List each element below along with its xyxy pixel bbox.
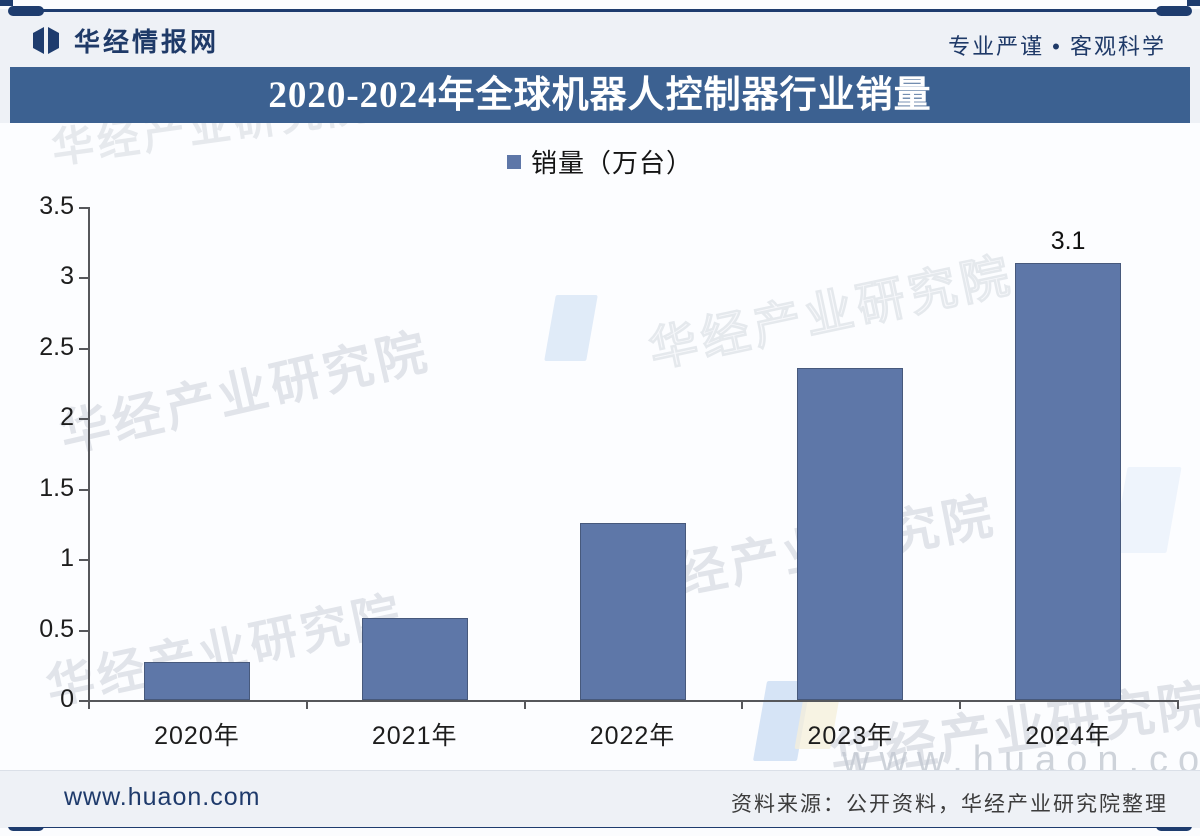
x-tick: [1177, 700, 1179, 709]
slogan: 专业严谨 • 客观科学: [948, 34, 1166, 59]
bottom-margin: [0, 828, 1200, 836]
bar-2022年: [579, 522, 686, 700]
chart-area: 华经产业研究院 华经产业研究院 华经产业研究院 华经产业研究院 华经产业研究院 …: [0, 123, 1200, 770]
top-right-cap: [1156, 6, 1192, 16]
header: 华经情报网 专业严谨 • 客观科学: [0, 13, 1200, 67]
footer: www.huaon.com 资料来源：公开资料，华经产业研究院整理: [0, 770, 1200, 827]
y-axis: [88, 207, 90, 702]
bar-2024年: [1015, 263, 1122, 700]
x-tick-label: 2022年: [589, 722, 676, 750]
brand: 华经情报网: [30, 22, 219, 59]
y-tick: [79, 629, 88, 632]
y-tick-label: 0.5: [39, 614, 74, 643]
x-tick-label: 2020年: [154, 722, 240, 750]
bar-value-label: 3.1: [1050, 227, 1086, 256]
top-right-corner-mark: [1187, 0, 1200, 6]
top-left-cap: [8, 6, 44, 16]
x-axis: [88, 700, 1177, 702]
brand-name: 华经情报网: [74, 26, 220, 57]
legend-label: 销量（万台）: [530, 148, 693, 178]
y-tick: [79, 347, 88, 350]
footer-source-note: 资料来源：公开资料，华经产业研究院整理: [731, 793, 1168, 816]
x-tick: [959, 700, 962, 709]
x-tick: [523, 700, 526, 709]
y-tick: [79, 700, 88, 702]
title-bar: 2020-2024年全球机器人控制器行业销量: [10, 67, 1190, 123]
y-tick-label: 0: [60, 685, 74, 713]
top-rule: [14, 9, 1186, 12]
footer-site-url: www.huaon.com: [64, 783, 261, 811]
chart-legend: 销量（万台）: [0, 143, 1200, 180]
x-tick-label: 2021年: [371, 722, 458, 750]
y-tick: [79, 559, 88, 562]
x-tick: [741, 700, 744, 709]
y-tick: [79, 277, 88, 280]
y-tick: [79, 418, 88, 421]
legend-swatch: [506, 154, 521, 169]
brand-logo-icon: [30, 24, 62, 56]
y-tick: [79, 488, 88, 491]
y-tick: [79, 207, 88, 209]
watermark-url: www.huaon.com: [842, 739, 1200, 770]
chart-title: 2020-2024年全球机器人控制器行业销量: [268, 75, 932, 116]
x-tick: [88, 700, 90, 709]
bar-2023年: [797, 367, 904, 700]
x-tick: [305, 700, 308, 709]
bar-2020年: [143, 661, 250, 700]
top-left-corner-mark: [0, 0, 13, 6]
y-tick-label: 1: [60, 544, 74, 573]
y-tick-label: 1.5: [39, 473, 74, 502]
y-tick-label: 2.5: [39, 332, 74, 361]
y-tick-label: 3.5: [39, 192, 74, 220]
x-tick-label: 2023年: [807, 722, 894, 750]
y-tick-label: 3: [60, 262, 74, 291]
top-margin: [0, 0, 1200, 9]
x-tick-label: 2024年: [1025, 722, 1111, 750]
y-tick-label: 2: [60, 403, 74, 432]
plot: 0 0.5 1 1.5 2 2.5 3 3.5 2020年 2021年 2022年 2023年 2024…: [0, 123, 1200, 770]
bar-2021年: [361, 618, 468, 700]
